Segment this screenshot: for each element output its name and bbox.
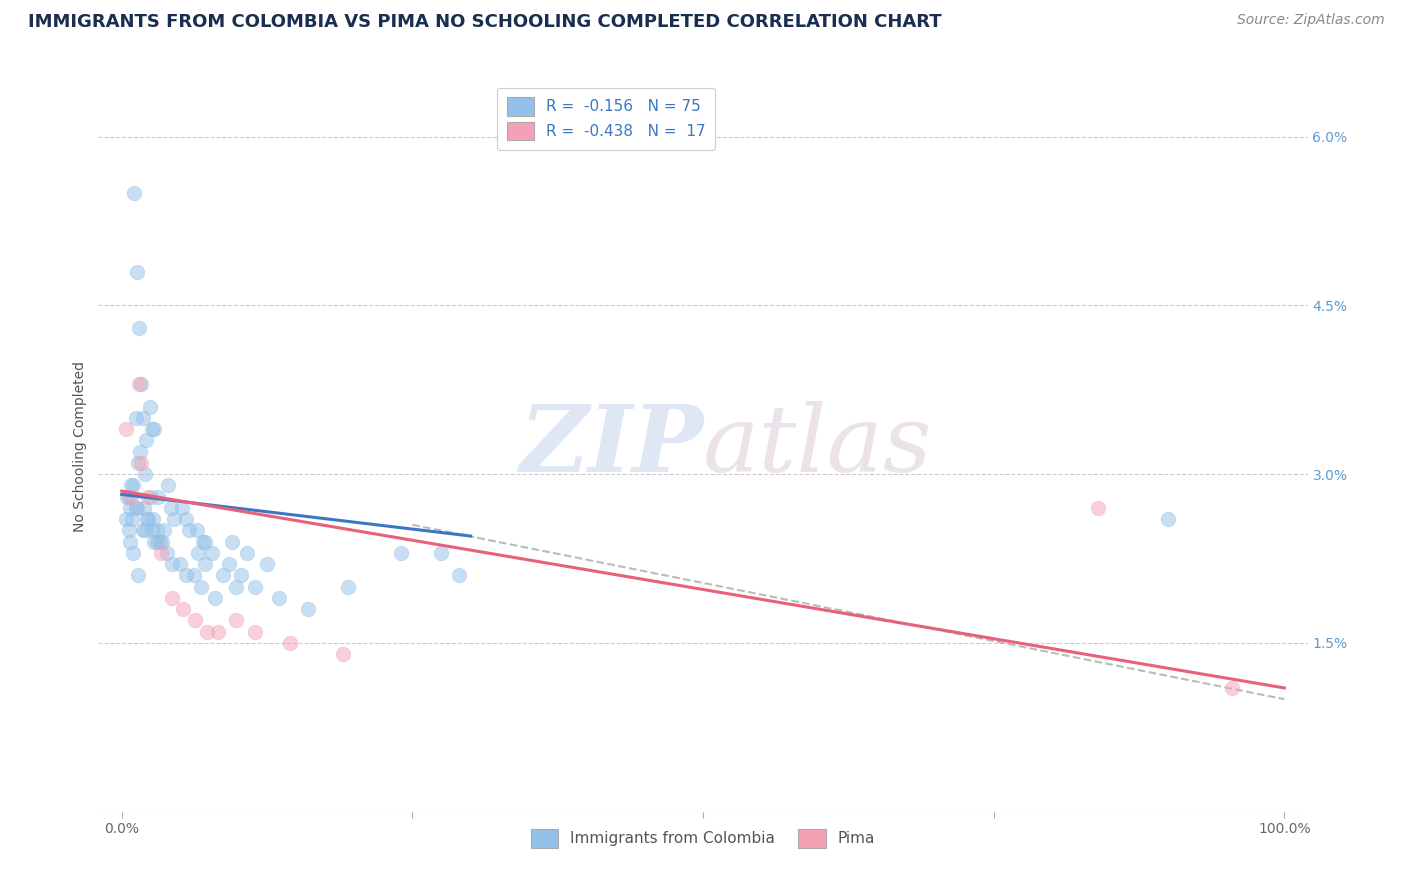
Point — [1087, 500, 1109, 515]
Point — [183, 568, 205, 582]
Text: Source: ZipAtlas.com: Source: ZipAtlas.com — [1237, 13, 1385, 28]
Point — [207, 624, 229, 639]
Point — [145, 524, 167, 538]
Point — [157, 478, 180, 492]
Point — [121, 512, 143, 526]
Point — [174, 568, 197, 582]
Point — [125, 264, 148, 278]
Point — [135, 434, 157, 448]
Point — [245, 580, 267, 594]
Point — [278, 636, 301, 650]
Point — [131, 377, 153, 392]
Point — [142, 512, 165, 526]
Point — [143, 422, 166, 436]
Point — [337, 580, 360, 594]
Text: atlas: atlas — [703, 401, 932, 491]
Point — [184, 614, 207, 628]
Point — [159, 500, 181, 515]
Point — [138, 490, 160, 504]
Y-axis label: No Schooling Completed: No Schooling Completed — [73, 360, 87, 532]
Point — [187, 546, 209, 560]
Point — [152, 524, 174, 538]
Point — [211, 568, 233, 582]
Point — [138, 512, 160, 526]
Point — [132, 500, 155, 515]
Point — [138, 400, 160, 414]
Point — [118, 500, 141, 515]
Point — [118, 524, 141, 538]
Point — [150, 546, 173, 560]
Point — [122, 546, 145, 560]
Legend: Immigrants from Colombia, Pima: Immigrants from Colombia, Pima — [523, 822, 883, 855]
Point — [174, 512, 197, 526]
Point — [160, 591, 183, 605]
Point — [131, 410, 153, 425]
Point — [172, 500, 194, 515]
Point — [1157, 512, 1180, 526]
Point — [430, 546, 453, 560]
Point — [191, 534, 214, 549]
Point — [141, 422, 163, 436]
Point — [115, 422, 138, 436]
Point — [195, 624, 218, 639]
Point — [136, 512, 159, 526]
Point — [179, 524, 201, 538]
Point — [128, 321, 150, 335]
Text: ZIP: ZIP — [519, 401, 703, 491]
Point — [231, 568, 253, 582]
Point — [141, 524, 163, 538]
Point — [117, 490, 139, 504]
Point — [118, 534, 141, 549]
Point — [186, 524, 208, 538]
Point — [131, 524, 153, 538]
Point — [120, 490, 142, 504]
Point — [124, 500, 146, 515]
Point — [1220, 681, 1243, 695]
Point — [139, 490, 162, 504]
Point — [143, 534, 166, 549]
Point — [127, 456, 149, 470]
Point — [194, 534, 217, 549]
Point — [115, 512, 138, 526]
Point — [120, 478, 142, 492]
Point — [125, 500, 148, 515]
Point — [146, 490, 169, 504]
Point — [236, 546, 259, 560]
Point — [201, 546, 224, 560]
Point — [172, 602, 194, 616]
Text: IMMIGRANTS FROM COLOMBIA VS PIMA NO SCHOOLING COMPLETED CORRELATION CHART: IMMIGRANTS FROM COLOMBIA VS PIMA NO SCHO… — [28, 13, 942, 31]
Point — [225, 580, 247, 594]
Point — [118, 490, 141, 504]
Point — [128, 377, 150, 392]
Point — [127, 568, 149, 582]
Point — [160, 557, 183, 571]
Point — [163, 512, 186, 526]
Point — [190, 580, 212, 594]
Point — [245, 624, 267, 639]
Point — [218, 557, 240, 571]
Point — [332, 647, 354, 661]
Point — [134, 524, 156, 538]
Point — [150, 534, 173, 549]
Point — [297, 602, 319, 616]
Point — [267, 591, 290, 605]
Point — [156, 546, 179, 560]
Point — [124, 186, 146, 200]
Point — [221, 534, 243, 549]
Point — [145, 534, 167, 549]
Point — [149, 534, 172, 549]
Point — [131, 456, 153, 470]
Point — [169, 557, 191, 571]
Point — [124, 410, 146, 425]
Point — [122, 478, 145, 492]
Point — [194, 557, 217, 571]
Point — [134, 467, 156, 482]
Point — [389, 546, 412, 560]
Point — [256, 557, 278, 571]
Point — [225, 614, 247, 628]
Point — [204, 591, 226, 605]
Point — [129, 444, 152, 458]
Point — [447, 568, 470, 582]
